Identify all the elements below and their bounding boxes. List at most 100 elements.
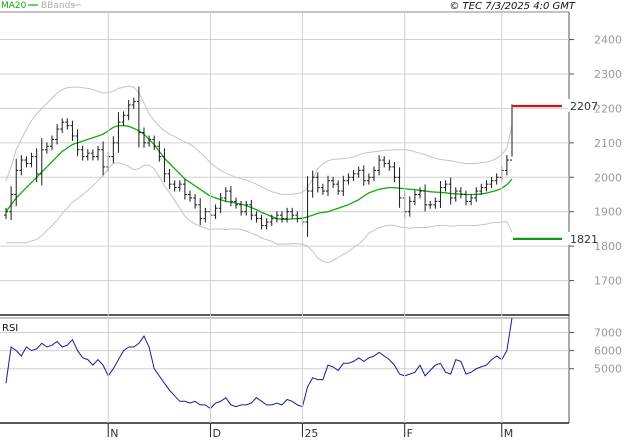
price-bar — [474, 187, 479, 202]
timestamp: © TEC 7/3/2025 4:0 GMT — [449, 1, 576, 12]
price-bar — [34, 148, 39, 183]
price-bar — [19, 155, 24, 176]
price-bar — [85, 149, 90, 161]
price-bar — [412, 190, 417, 206]
price-bar — [223, 187, 228, 202]
price-bar — [239, 200, 244, 216]
price-bar — [346, 173, 351, 185]
price-bar — [423, 184, 428, 212]
price-bar — [259, 214, 264, 230]
price-bar — [39, 138, 44, 186]
price-bar — [198, 198, 203, 226]
price-bar — [60, 118, 65, 133]
price-bar — [172, 180, 177, 192]
price-bar — [147, 135, 152, 147]
price-bar — [326, 175, 330, 197]
price-bar — [193, 194, 198, 209]
price-bar — [310, 170, 315, 198]
support-level-label-bg — [568, 231, 596, 245]
price-bar — [372, 166, 376, 182]
price-tick-label-2000: 2000 — [594, 171, 622, 184]
price-bar — [152, 135, 157, 151]
price-bar — [244, 200, 249, 216]
bbands-upper-line — [5, 85, 513, 195]
rsi-line — [5, 317, 513, 410]
price-bar — [55, 124, 60, 145]
resistance-level-label: 2207 — [570, 100, 598, 113]
price-bar — [305, 176, 310, 237]
resistance-level-label-bg — [568, 98, 596, 112]
price-bar — [269, 214, 274, 226]
price-bar — [136, 86, 141, 148]
price-tick-label-2200: 2200 — [594, 102, 622, 115]
price-bar — [331, 176, 336, 189]
price-bar — [280, 211, 284, 223]
price-bar — [96, 145, 100, 161]
price-bar — [438, 180, 443, 208]
price-bar — [14, 158, 19, 207]
price-bar — [121, 111, 126, 127]
price-bar — [418, 187, 422, 199]
rsi-panel-label: RSI — [2, 323, 18, 334]
price-bar — [366, 173, 371, 185]
rsi-tick-label-50: 5000 — [594, 363, 622, 376]
price-bar — [336, 180, 341, 195]
price-tick-label-1800: 1800 — [594, 240, 622, 253]
price-bar — [9, 186, 14, 220]
price-bar — [274, 211, 279, 223]
price-bar — [295, 211, 300, 223]
price-bar — [70, 120, 75, 141]
price-tick-label-2400: 2400 — [594, 34, 622, 47]
price-bar — [254, 211, 259, 223]
price-bar — [80, 145, 85, 161]
price-bar — [142, 127, 146, 148]
price-tick-label-2300: 2300 — [594, 68, 622, 81]
price-bar — [285, 207, 290, 223]
price-bar — [479, 183, 484, 195]
rsi-tick-label-60: 6000 — [594, 345, 622, 358]
price-tick-label-2100: 2100 — [594, 137, 622, 150]
price-bar — [111, 136, 116, 164]
price-bar — [464, 190, 468, 206]
price-bar — [29, 152, 34, 168]
price-bar — [356, 166, 361, 178]
price-bar — [484, 180, 489, 192]
price-bar — [157, 141, 162, 162]
price-bar — [249, 199, 254, 221]
price-bar — [387, 159, 392, 171]
price-bar — [428, 200, 433, 209]
price-bar — [218, 192, 223, 214]
price-bar — [433, 197, 438, 209]
price-bar — [504, 155, 509, 176]
price-bar — [131, 97, 136, 109]
price-bar — [494, 173, 499, 185]
price-bar — [458, 187, 463, 199]
price-bar — [341, 175, 346, 197]
ma20-legend-label: MA20 — [1, 1, 27, 11]
price-tick-label-1900: 1900 — [594, 206, 622, 219]
price-bar — [44, 142, 49, 154]
price-bar — [264, 218, 269, 230]
bbands-legend-label: BBands — [41, 1, 75, 11]
price-bar — [469, 194, 474, 206]
time-tick-label-25: 25 — [304, 427, 318, 440]
price-bar — [489, 176, 494, 189]
price-bar — [290, 207, 295, 220]
price-bar — [382, 156, 387, 168]
price-bar — [443, 180, 448, 192]
price-bar — [361, 165, 366, 186]
price-bar — [116, 112, 121, 153]
price-bar — [90, 149, 95, 161]
price-bar — [351, 169, 356, 182]
price-bar — [4, 207, 8, 220]
time-tick-label-N: N — [110, 427, 118, 440]
price-bar — [320, 183, 325, 195]
price-bar — [126, 100, 131, 121]
rsi-tick-label-70: 7000 — [594, 326, 622, 339]
price-bar — [448, 177, 453, 205]
support-level-label: 1821 — [570, 233, 598, 246]
price-bar — [392, 161, 397, 183]
price-bar — [24, 156, 29, 168]
price-bar — [453, 187, 458, 202]
